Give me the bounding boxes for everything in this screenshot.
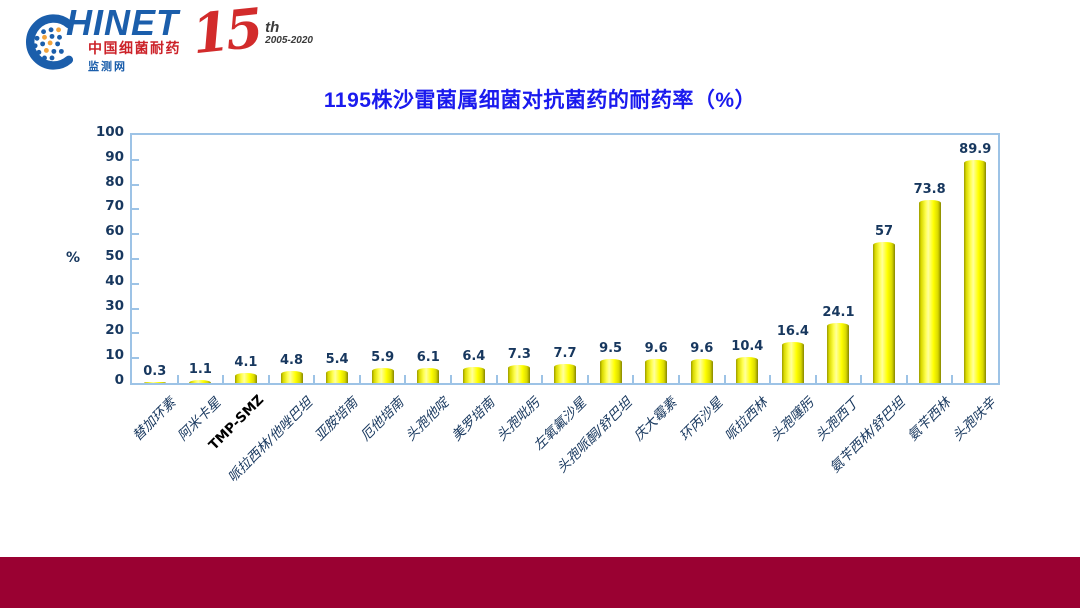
footer-bar bbox=[0, 557, 1080, 608]
y-tick-label: 40 bbox=[105, 272, 124, 289]
chinet-logo: HINET 中国细菌耐药 监测网 bbox=[22, 2, 181, 74]
bar bbox=[918, 200, 941, 383]
x-tick-mark bbox=[495, 375, 498, 383]
bar bbox=[326, 370, 349, 383]
bar-value-label: 57 bbox=[875, 224, 894, 239]
bar-value-label: 0.3 bbox=[143, 364, 167, 379]
y-tick-label: 90 bbox=[105, 148, 124, 165]
logo-subtitle-net: 监测网 bbox=[88, 61, 127, 74]
bar-value-label: 7.7 bbox=[553, 346, 577, 361]
bar bbox=[143, 382, 166, 383]
x-tick-mark bbox=[860, 375, 863, 383]
y-tick-label: 70 bbox=[105, 198, 124, 215]
bar-value-label: 9.6 bbox=[644, 341, 668, 356]
y-tick-label: 100 bbox=[95, 124, 124, 140]
bar bbox=[599, 359, 622, 383]
bar-value-label: 4.1 bbox=[234, 355, 258, 370]
bar-value-label: 5.4 bbox=[325, 352, 349, 367]
y-axis-label: % bbox=[66, 250, 81, 266]
x-tick-mark bbox=[267, 375, 270, 383]
x-tick-mark bbox=[677, 375, 680, 383]
bar-value-label: 9.5 bbox=[599, 341, 623, 356]
bar bbox=[964, 160, 987, 383]
x-tick-mark bbox=[769, 375, 772, 383]
y-tick-label: 0 bbox=[114, 372, 124, 388]
bar-value-label: 89.9 bbox=[959, 142, 992, 157]
y-tick-mark bbox=[132, 357, 139, 360]
x-tick-mark bbox=[176, 375, 179, 383]
bar-value-label: 1.1 bbox=[188, 362, 212, 377]
plot-area: 0.3 1.1 4.1 4.8 5.4 5.9 6.1 6.4 7.3 7.7 9.5 9.6 9.6 1… bbox=[130, 133, 1000, 385]
x-tick-mark bbox=[723, 375, 726, 383]
y-tick-label: 50 bbox=[105, 248, 124, 264]
y-tick-mark bbox=[132, 158, 139, 161]
x-tick-mark bbox=[313, 375, 316, 383]
y-tick-mark bbox=[132, 258, 139, 260]
bar bbox=[280, 371, 303, 383]
bar bbox=[554, 364, 576, 383]
chart-title: 1195株沙雷菌属细菌对抗菌药的耐药率（%） bbox=[323, 89, 757, 112]
y-tick-mark bbox=[132, 282, 139, 285]
y-tick-mark bbox=[132, 233, 139, 236]
y-tick-mark bbox=[132, 332, 139, 335]
petri-dish-icon bbox=[26, 14, 74, 70]
x-tick-mark bbox=[814, 375, 817, 383]
bar bbox=[508, 365, 531, 383]
y-tick-label: 80 bbox=[105, 173, 124, 190]
bar bbox=[234, 373, 257, 383]
logo-subtitle-cn: 中国细菌耐药 bbox=[88, 40, 181, 57]
bar bbox=[189, 380, 212, 383]
y-tick-mark bbox=[132, 208, 139, 211]
x-tick-mark bbox=[541, 375, 544, 383]
brand-text: HINET bbox=[66, 2, 179, 43]
bar-value-label: 7.3 bbox=[507, 347, 531, 362]
y-tick-mark bbox=[132, 183, 139, 186]
x-axis: 替加环素 阿米卡星 TMP-SMZ 哌拉西林/他唑巴坦 亚胺培南 厄他培南 头孢他啶 美罗培南… bbox=[129, 392, 1000, 486]
bar bbox=[827, 323, 850, 383]
brand-block: HINET 中国细菌耐药 监测网 bbox=[66, 2, 181, 74]
x-tick-mark bbox=[905, 375, 908, 383]
y-tick-label: 60 bbox=[105, 223, 124, 240]
bar-value-label: 10.4 bbox=[731, 339, 764, 354]
x-tick-mark bbox=[222, 375, 225, 383]
x-tick-mark bbox=[358, 375, 361, 383]
bar-value-label: 16.4 bbox=[776, 324, 809, 339]
bar-value-label: 73.8 bbox=[913, 182, 946, 197]
x-tick-mark bbox=[632, 375, 635, 383]
bar bbox=[690, 359, 713, 383]
x-tick-mark bbox=[586, 375, 589, 383]
bar-value-label: 24.1 bbox=[822, 305, 855, 320]
anniversary-number: 15 bbox=[188, 0, 263, 67]
x-tick-mark bbox=[404, 375, 407, 383]
y-tick-label: 20 bbox=[105, 322, 124, 339]
bar bbox=[781, 342, 804, 383]
anniversary-logo: 15 th 2005-2020 bbox=[189, 0, 313, 66]
bar bbox=[371, 368, 394, 383]
y-tick-label: 30 bbox=[105, 297, 124, 314]
bar-value-label: 9.6 bbox=[690, 341, 714, 356]
y-tick-mark bbox=[132, 307, 139, 310]
bar bbox=[645, 359, 668, 383]
x-tick-mark bbox=[951, 375, 954, 383]
bar-value-label: 4.8 bbox=[280, 353, 304, 368]
anniversary-years: 2005-2020 bbox=[265, 35, 313, 47]
y-tick-label: 10 bbox=[105, 347, 124, 364]
y-axis: 0 10 20 30 40 50 60 70 80 90 100 bbox=[84, 0, 124, 608]
anniversary-suffix: th bbox=[265, 19, 280, 37]
bar bbox=[417, 368, 440, 383]
bar-value-label: 6.4 bbox=[462, 349, 486, 364]
x-tick-mark bbox=[450, 375, 453, 383]
bar-value-label: 5.9 bbox=[371, 350, 395, 365]
bar bbox=[873, 242, 896, 383]
bar bbox=[736, 357, 759, 383]
bar-value-label: 6.1 bbox=[416, 350, 440, 365]
bar bbox=[462, 367, 485, 383]
